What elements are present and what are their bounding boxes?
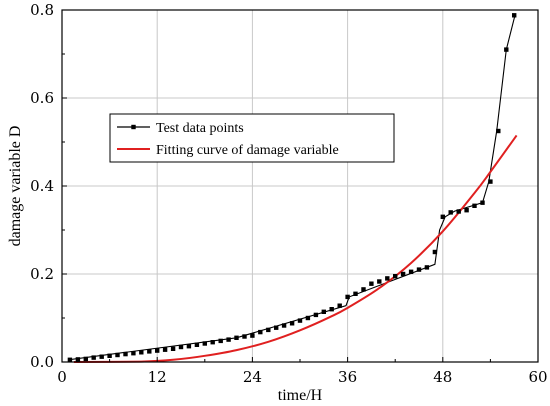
test-data-point — [131, 351, 136, 356]
test-data-line — [68, 15, 516, 361]
test-data-point — [139, 350, 144, 355]
fitting-curve-line — [73, 134, 518, 363]
x-tick-label: 12 — [148, 368, 167, 386]
test-data-point — [170, 346, 176, 351]
test-data-point — [186, 344, 192, 349]
test-data-point — [393, 274, 398, 279]
x-tick-label: 24 — [243, 368, 262, 386]
legend-box — [109, 113, 395, 163]
test-data-point — [488, 179, 493, 184]
test-data-point — [226, 337, 231, 342]
test-data-point — [162, 347, 168, 352]
test-data-point — [464, 208, 469, 213]
grid — [62, 10, 538, 362]
test-data-point — [234, 335, 239, 340]
test-data-point — [321, 309, 326, 314]
y-tick-label: 0.4 — [30, 177, 54, 195]
test-data-point — [432, 249, 438, 255]
legend: Test data points Fitting curve of damage… — [109, 113, 395, 163]
x-tick-label: 48 — [433, 368, 452, 386]
test-data-point — [377, 279, 382, 284]
test-data-point — [408, 269, 414, 274]
test-data-point — [250, 333, 255, 338]
test-data-point — [361, 287, 366, 292]
test-data-point — [91, 355, 96, 360]
axis-ticks: 0 12 24 36 48 60 0.0 0.2 0.4 0.6 0.8 — [30, 1, 547, 386]
test-data-point — [353, 291, 358, 296]
test-data-point — [274, 325, 279, 330]
test-data-point — [194, 342, 200, 347]
test-data-point — [440, 214, 445, 219]
test-data-point — [147, 349, 152, 354]
test-data-point — [67, 357, 73, 362]
test-data-point — [242, 334, 247, 339]
test-data-point — [416, 267, 422, 272]
test-data-point — [178, 344, 184, 350]
x-tick-label: 36 — [338, 368, 357, 386]
test-data-point — [329, 307, 334, 312]
test-data-point — [480, 200, 485, 205]
x-tick-label: 0 — [57, 368, 67, 386]
test-data-point — [369, 281, 374, 286]
series-layer — [67, 13, 518, 363]
y-tick-label: 0.2 — [30, 265, 54, 283]
test-data-point — [297, 318, 303, 323]
test-data-point — [258, 329, 263, 335]
test-data-point — [281, 323, 287, 328]
test-data-point — [99, 354, 104, 359]
test-data-point — [504, 47, 509, 52]
test-data-point — [448, 210, 453, 215]
y-tick-label: 0.8 — [30, 1, 54, 19]
test-data-point — [83, 356, 88, 362]
test-data-point — [202, 341, 207, 346]
test-data-point — [345, 294, 350, 300]
test-data-point — [210, 340, 215, 345]
x-tick-label: 60 — [528, 368, 547, 386]
test-data-point — [400, 271, 406, 277]
test-data-point — [512, 13, 517, 18]
test-data-point — [218, 338, 223, 344]
test-data-point — [424, 265, 430, 270]
legend-marker-test-data — [131, 124, 136, 130]
test-data-point — [385, 276, 390, 281]
y-tick-label: 0.6 — [30, 89, 54, 107]
test-data-point — [266, 327, 271, 333]
y-tick-label: 0.0 — [30, 353, 54, 371]
legend-label-fitting-curve: Fitting curve of damage variable — [156, 143, 339, 158]
test-data-point — [456, 209, 461, 214]
y-axis-title: damage variable D — [7, 126, 24, 247]
test-data-point — [496, 128, 501, 134]
test-data-point — [305, 315, 311, 321]
test-data-point — [123, 351, 128, 357]
test-data-point — [472, 203, 477, 208]
x-axis-title: time/H — [278, 387, 323, 404]
test-data-point — [107, 353, 112, 358]
test-data-point — [289, 321, 295, 326]
test-data-point — [337, 303, 342, 308]
test-data-point — [115, 352, 120, 358]
legend-label-test-data: Test data points — [156, 121, 244, 136]
test-data-point — [155, 348, 160, 353]
test-data-point — [75, 357, 81, 362]
test-data-point — [313, 312, 319, 318]
